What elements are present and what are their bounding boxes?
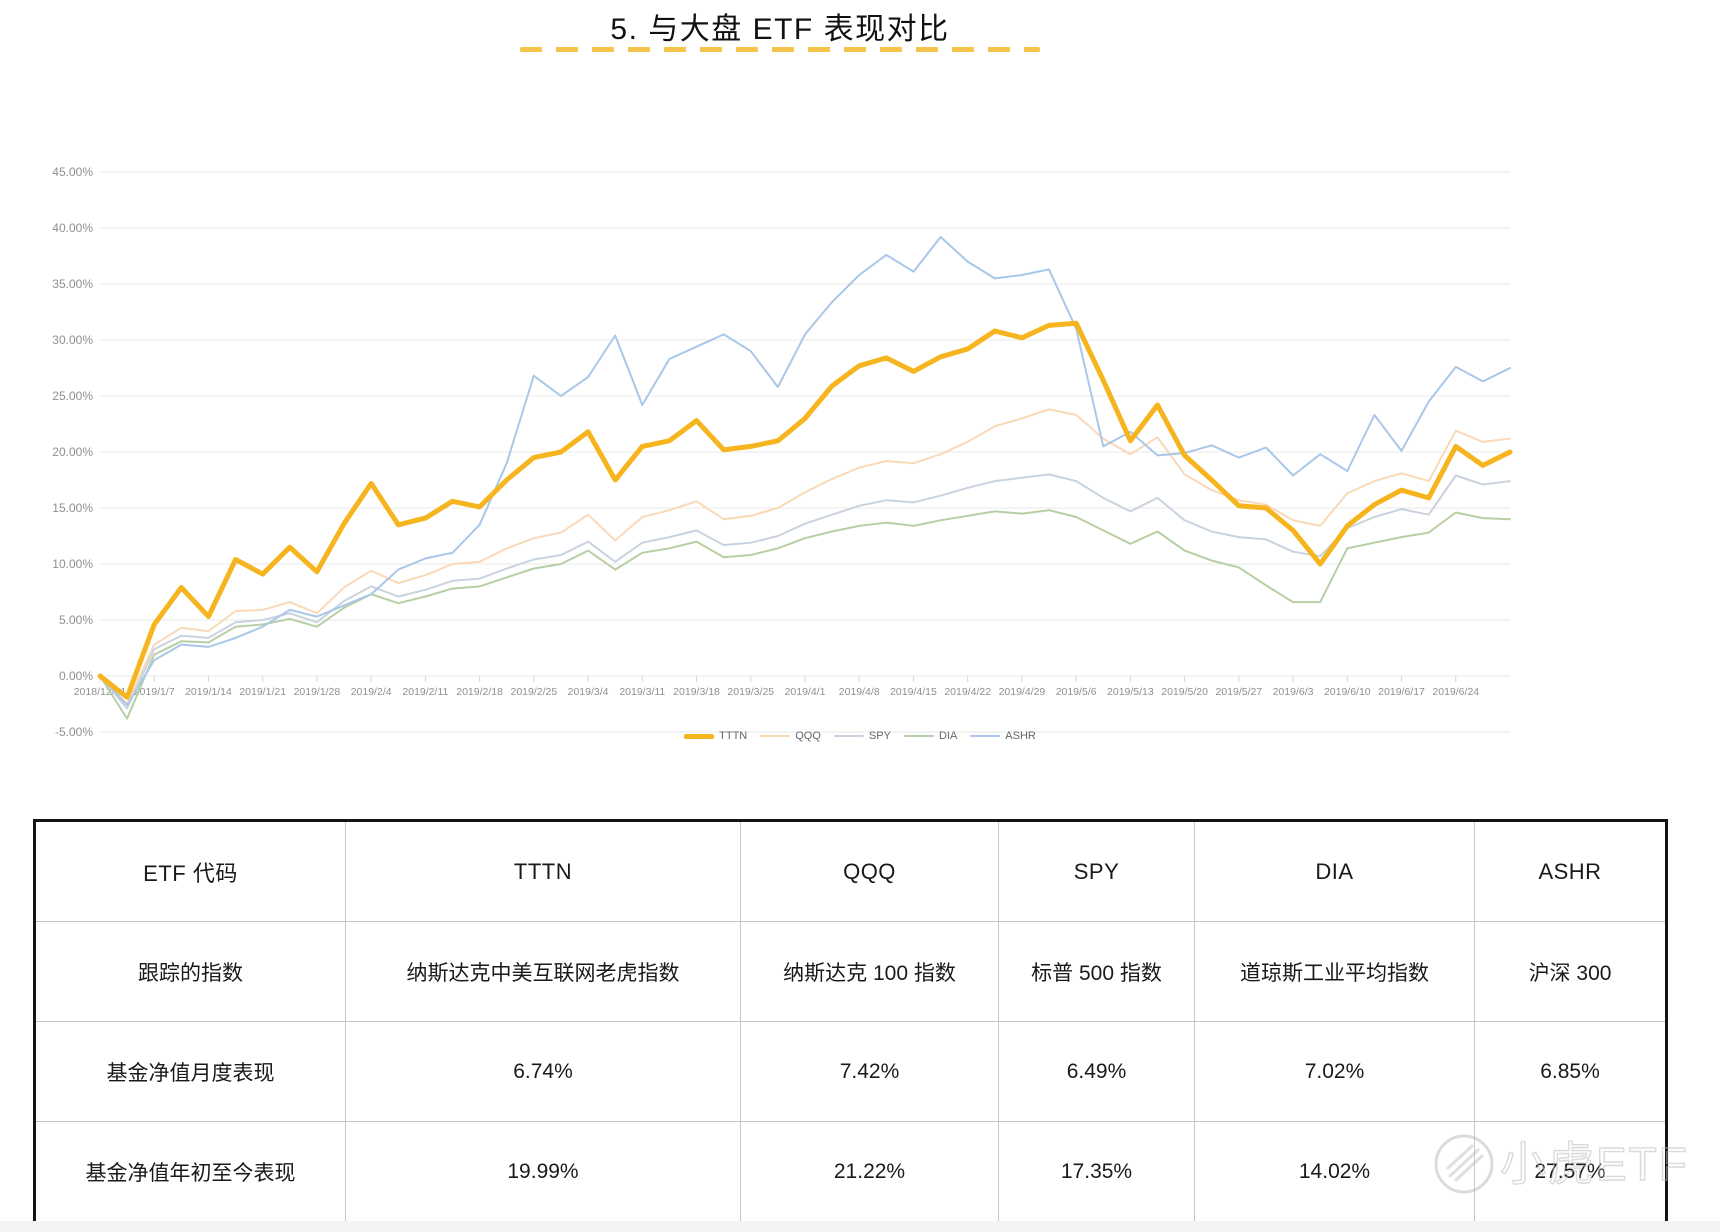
table-cell: 7.42%: [740, 1021, 999, 1122]
x-axis-label: 2019/6/24: [1432, 686, 1479, 698]
table-cell: 基金净值年初至今表现: [34, 1121, 346, 1223]
y-axis-label: 10.00%: [52, 557, 93, 571]
series-line-dia: [99, 509, 1511, 720]
y-axis-label: 20.00%: [52, 445, 93, 459]
bottom-strip: [0, 1221, 1720, 1232]
x-axis-label: 2019/1/28: [294, 686, 341, 698]
performance-line-chart: 45.00% 40.00% 35.00% 30.00% 25.00% 20.00% 15.0…: [52, 165, 1513, 739]
x-axis-label: 2019/5/6: [1056, 686, 1097, 698]
page-title: 5. 与大盘 ETF 表现对比: [610, 13, 950, 46]
legend-label: QQQ: [795, 730, 821, 742]
series-line-qqq: [99, 408, 1511, 705]
x-axis-label: 2019/1/14: [185, 686, 232, 698]
x-axis-label: 2019/4/1: [785, 686, 826, 698]
y-axis-label: 25.00%: [52, 389, 93, 403]
x-axis-label: 2019/2/18: [456, 686, 503, 698]
table-cell: 17.35%: [998, 1121, 1195, 1223]
table-cell: 6.85%: [1474, 1021, 1667, 1122]
y-axis-label: 0.00%: [59, 669, 93, 683]
table-cell: 道琼斯工业平均指数: [1194, 921, 1475, 1022]
table-cell: 19.99%: [345, 1121, 741, 1223]
x-axis-label: 2019/1/7: [134, 686, 175, 698]
legend-swatch-icon: [903, 735, 934, 737]
legend-label: DIA: [938, 730, 958, 742]
table-cell: 基金净值月度表现: [34, 1021, 346, 1122]
table-cell: 21.22%: [740, 1121, 999, 1223]
x-axis-label: 2019/3/18: [673, 686, 720, 698]
table-cell: 27.57%: [1474, 1121, 1667, 1223]
title-underline-dashed: [520, 47, 1040, 52]
x-axis-label: 2019/5/13: [1107, 686, 1154, 698]
x-axis-label: 2019/3/4: [568, 686, 609, 698]
table-cell: 跟踪的指数: [34, 921, 346, 1022]
legend-label: SPY: [868, 730, 891, 742]
x-axis-label: 2019/2/4: [351, 686, 392, 698]
legend-item-ashr: ASHR: [970, 730, 1036, 742]
legend-swatch-icon: [970, 735, 1001, 737]
table-header-row: ETF 代码 TTTN QQQ SPY DIA ASHR: [34, 820, 1667, 922]
x-axis-label: 2019/5/27: [1215, 686, 1262, 698]
table-row: 基金净值月度表现 6.74% 7.42% 6.49% 7.02% 6.85%: [34, 1021, 1667, 1122]
y-axis-label: 45.00%: [52, 165, 93, 179]
series-line-tttn: [97, 320, 1513, 700]
table-cell: 6.74%: [345, 1021, 741, 1122]
table-header-cell: DIA: [1194, 820, 1475, 922]
x-axis-label: 2019/4/22: [944, 686, 991, 698]
legend-item-qqq: QQQ: [760, 730, 821, 742]
x-axis-label: 2019/3/11: [619, 686, 665, 698]
chart-legend: TTTN QQQ SPY DIA ASHR: [0, 727, 1720, 745]
table-cell: 纳斯达克 100 指数: [740, 921, 999, 1022]
table-header-cell: TTTN: [345, 820, 741, 922]
y-axis-label: 15.00%: [52, 501, 93, 515]
table-header-cell: QQQ: [740, 820, 999, 922]
legend-item-spy: SPY: [833, 730, 891, 742]
page-title-wrap: 5. 与大盘 ETF 表现对比: [610, 4, 949, 48]
legend-label: ASHR: [1005, 730, 1036, 742]
y-axis-label: 35.00%: [52, 277, 93, 291]
table-row: 基金净值年初至今表现 19.99% 21.22% 17.35% 14.02% 27.57%: [34, 1121, 1667, 1223]
x-axis-label: 2019/4/29: [999, 686, 1046, 698]
table-cell: 14.02%: [1194, 1121, 1475, 1223]
legend-item-dia: DIA: [903, 730, 958, 742]
y-axis-label: 40.00%: [52, 221, 93, 235]
x-axis-label: 2019/2/11: [402, 686, 448, 698]
table-cell: 纳斯达克中美互联网老虎指数: [345, 921, 741, 1022]
table-cell: 沪深 300: [1474, 921, 1667, 1022]
series-line-spy: [99, 473, 1511, 710]
y-axis-label: -5.00%: [55, 725, 93, 739]
x-axis-label: 2019/4/8: [839, 686, 880, 698]
x-axis-label: 2019/5/20: [1161, 686, 1208, 698]
x-axis-label: 2019/2/25: [510, 686, 557, 698]
legend-item-tttn: TTTN: [684, 730, 747, 742]
x-axis-label: 2019/6/17: [1378, 686, 1425, 698]
x-axis-label: 2019/6/3: [1273, 686, 1314, 698]
x-axis-label: 2019/4/15: [890, 686, 937, 698]
table-header-cell: ASHR: [1474, 820, 1667, 922]
etf-comparison-table: ETF 代码 TTTN QQQ SPY DIA ASHR 跟踪的指数 纳斯达克中美互联网老虎指…: [33, 819, 1668, 1224]
legend-label: TTTN: [719, 730, 748, 742]
legend-swatch-icon: [684, 733, 715, 739]
x-axis-label: 2019/3/25: [727, 686, 774, 698]
x-axis-label: 2019/1/21: [239, 686, 286, 698]
x-axis-label: 2019/6/10: [1324, 686, 1371, 698]
table-cell: 标普 500 指数: [998, 921, 1195, 1022]
table-row: 跟踪的指数 纳斯达克中美互联网老虎指数 纳斯达克 100 指数 标普 500 指数 道琼…: [34, 921, 1667, 1022]
legend-swatch-icon: [760, 735, 791, 737]
table-cell: 6.49%: [998, 1021, 1195, 1122]
table-header-cell: SPY: [998, 820, 1195, 922]
y-axis-label: 30.00%: [52, 333, 93, 347]
legend-swatch-icon: [833, 735, 864, 737]
table-header-cell: ETF 代码: [34, 820, 346, 922]
series-line-ashr: [99, 236, 1511, 707]
table-cell: 7.02%: [1194, 1021, 1475, 1122]
y-axis-label: 5.00%: [59, 613, 93, 627]
